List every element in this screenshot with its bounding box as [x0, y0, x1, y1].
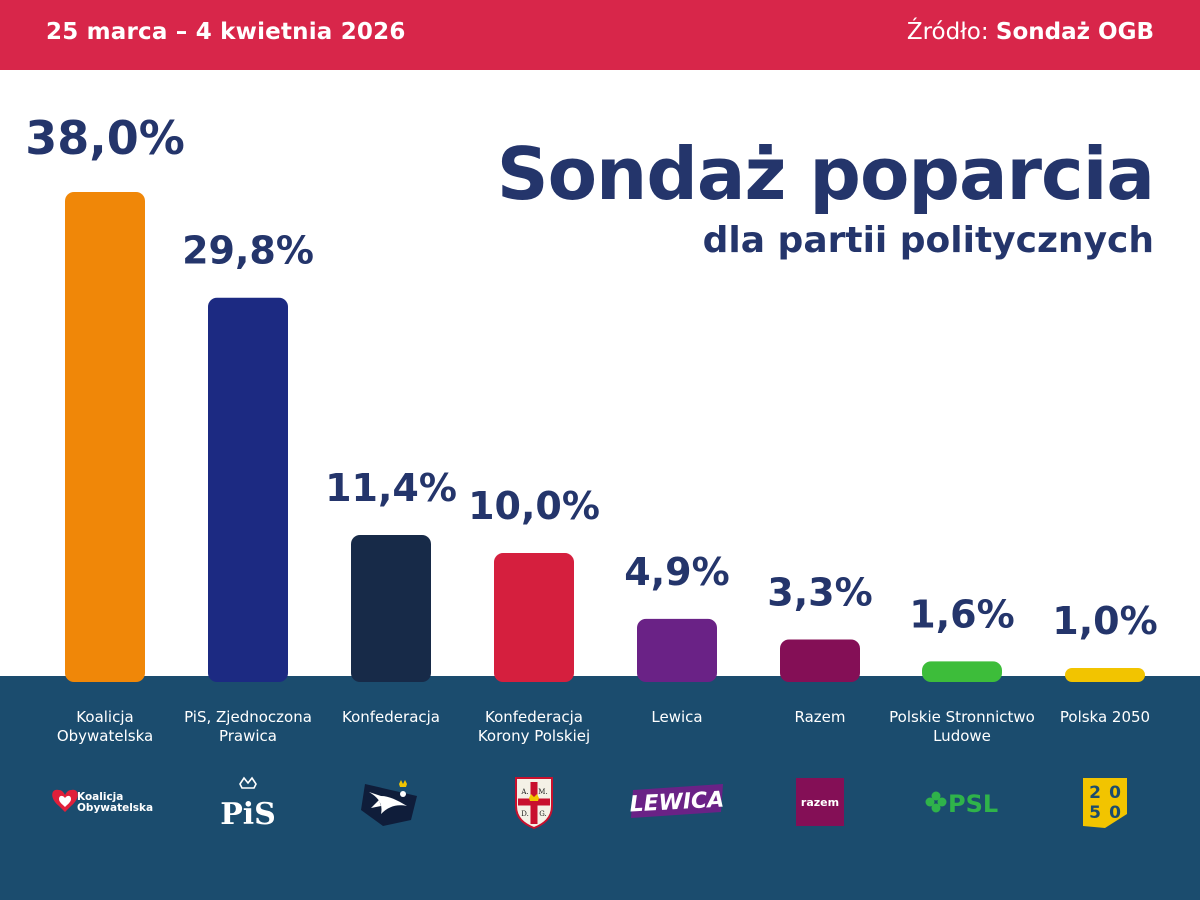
- svg-text:0: 0: [1109, 803, 1121, 823]
- konfederacja-logo: [331, 774, 451, 830]
- value-label-polskie-stronnictwo-ludowe: 1,6%: [909, 592, 1014, 636]
- category-label-konfederacja-korony-polskiej: Konfederacja Korony Polskiej: [477, 708, 591, 745]
- svg-text:D.: D.: [521, 810, 529, 818]
- bar-polska-2050: [1065, 668, 1145, 682]
- konfederacja-korony-polskiej-logo: A. M. D. G.: [474, 774, 594, 830]
- lewica-logo: LEWICA: [617, 774, 737, 830]
- value-label-pis-zjednoczona-prawica: 29,8%: [182, 229, 314, 273]
- bar-pis-zjednoczona-prawica: [208, 297, 288, 682]
- category-label-pis-zjednoczona-prawica: PiS, Zjednoczona Prawica: [184, 708, 312, 745]
- source-credit: Źródło: Sondaż OGB: [907, 19, 1154, 45]
- bar-konfederacja-korony-polskiej: [494, 553, 574, 682]
- pis-logo: PiS: [188, 774, 308, 830]
- svg-text:M.: M.: [538, 788, 547, 796]
- bar-polskie-stronnictwo-ludowe: [922, 661, 1002, 682]
- header-bar: 25 marca – 4 kwietnia 2026 Źródło: Sonda…: [0, 0, 1200, 70]
- svg-text:A.: A.: [520, 788, 528, 796]
- svg-text:razem: razem: [801, 796, 839, 809]
- svg-text:G.: G.: [539, 810, 547, 818]
- source-name: Sondaż OGB: [995, 19, 1154, 45]
- polska-2050-logo: 2 0 5 0: [1045, 774, 1165, 830]
- source-prefix: Źródło:: [906, 19, 989, 45]
- bar-lewica: [637, 618, 717, 682]
- category-label-polskie-stronnictwo-ludowe: Polskie Stronnictwo Ludowe: [889, 708, 1035, 745]
- value-label-razem: 3,3%: [767, 570, 872, 614]
- date-range: 25 marca – 4 kwietnia 2026: [46, 19, 406, 45]
- value-label-koalicja-obywatelska: 38,0%: [25, 111, 185, 165]
- value-label-konfederacja-korony-polskiej: 10,0%: [468, 484, 600, 528]
- chart-title: Sondaż poparcia: [496, 132, 1155, 216]
- psl-logo: PSL: [902, 774, 1022, 830]
- value-label-lewica: 4,9%: [624, 550, 729, 594]
- category-label-koalicja-obywatelska: Koalicja Obywatelska: [56, 708, 154, 745]
- category-label-razem: Razem: [794, 708, 846, 726]
- category-label-konfederacja: Konfederacja: [342, 708, 440, 726]
- koalicja-obywatelska-logo: Koalicja Obywatelska: [45, 774, 165, 830]
- bar-razem: [780, 639, 860, 682]
- bar-koalicja-obywatelska: [65, 192, 145, 682]
- chart-subtitle: dla partii politycznych: [702, 220, 1154, 261]
- svg-text:Koalicja: Koalicja: [77, 791, 123, 803]
- category-panel: [0, 676, 1200, 900]
- svg-text:PiS: PiS: [220, 797, 276, 830]
- value-label-konfederacja: 11,4%: [325, 466, 457, 510]
- svg-text:LEWICA: LEWICA: [629, 788, 725, 818]
- svg-text:Obywatelska: Obywatelska: [77, 802, 153, 814]
- razem-logo: razem: [760, 774, 880, 830]
- svg-text:0: 0: [1109, 783, 1121, 803]
- category-label-lewica: Lewica: [651, 708, 703, 726]
- svg-text:PSL: PSL: [948, 790, 998, 818]
- value-label-polska-2050: 1,0%: [1052, 599, 1157, 643]
- svg-text:2: 2: [1089, 783, 1101, 803]
- category-label-polska-2050: Polska 2050: [1059, 708, 1151, 726]
- bar-konfederacja: [351, 535, 431, 682]
- svg-text:5: 5: [1089, 803, 1101, 823]
